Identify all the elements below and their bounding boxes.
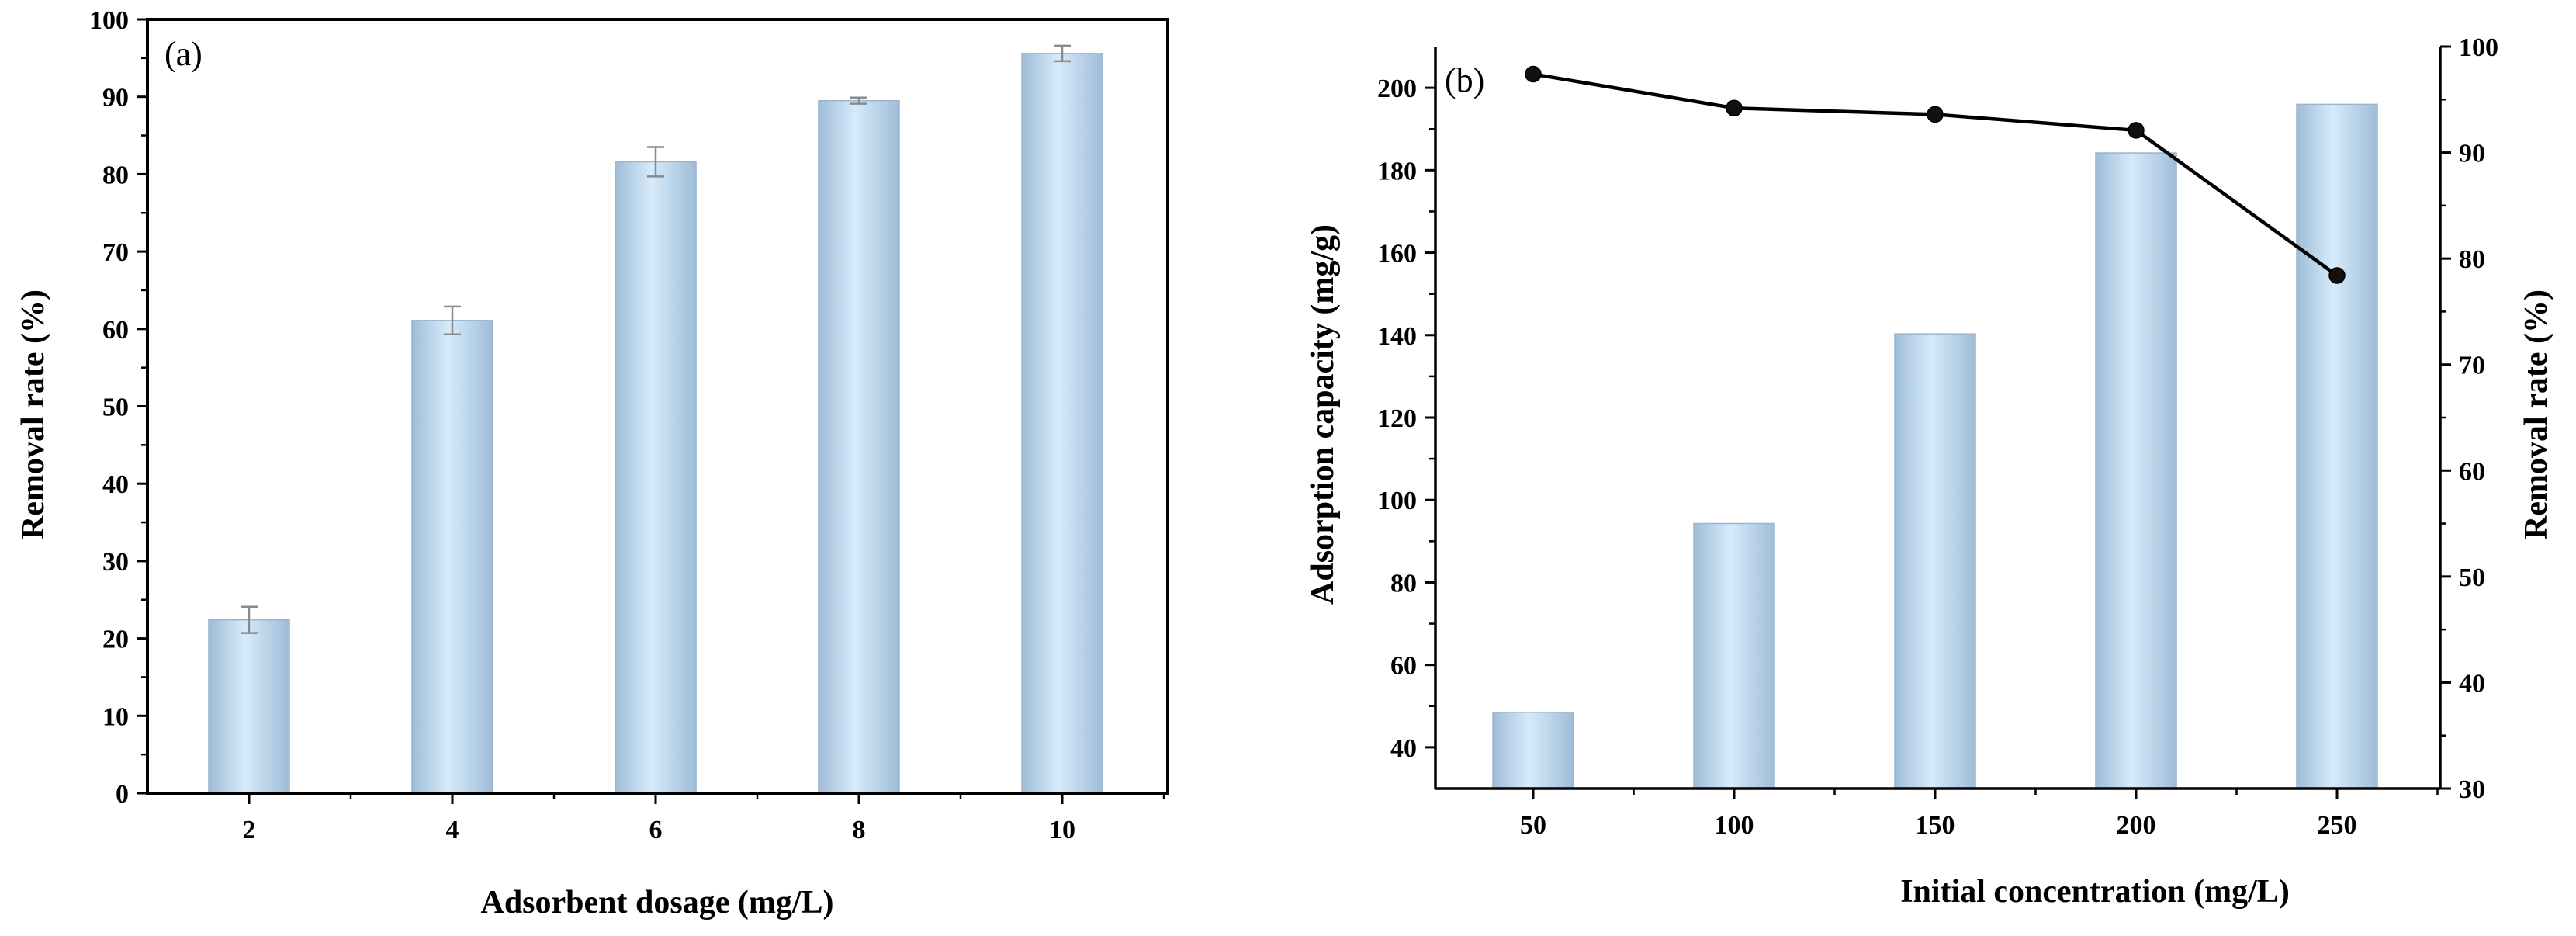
x-tick-label: 4 (446, 816, 459, 844)
panel-b-y-axis-title-right: Removal rate (%) (2519, 289, 2554, 539)
y-tick-label-left: 60 (1390, 652, 1417, 681)
y-tick-label: 70 (102, 238, 129, 267)
y-tick-label: 30 (102, 548, 129, 577)
x-tick-label: 8 (853, 816, 866, 844)
data-point-marker (1927, 106, 1944, 123)
panel-b-line-series (1525, 65, 2346, 284)
y-tick-label: 50 (102, 393, 129, 422)
y-tick-label-left: 160 (1377, 240, 1417, 269)
panel-a-error-bars (241, 44, 1071, 634)
data-point-marker (1726, 99, 1743, 116)
panel-a-label: (a) (164, 35, 203, 73)
y-tick-label: 40 (102, 470, 129, 499)
y-tick-label-left: 100 (1377, 487, 1417, 515)
y-tick-label-right: 70 (2459, 352, 2485, 380)
bar (1693, 522, 1775, 789)
y-tick-label: 100 (89, 6, 129, 35)
y-tick-label-left: 140 (1377, 322, 1417, 351)
y-tick-label: 10 (102, 702, 129, 731)
y-tick-label: 80 (102, 161, 129, 189)
x-tick-label: 100 (1715, 811, 1754, 840)
y-tick-label: 60 (102, 316, 129, 345)
y-tick-label-left: 200 (1377, 75, 1417, 103)
x-tick-label: 10 (1049, 816, 1075, 844)
y-tick-label: 20 (102, 626, 129, 654)
data-point-marker (1525, 65, 1542, 83)
bar (2296, 103, 2378, 789)
y-tick-label-left: 80 (1390, 569, 1417, 598)
y-tick-label-right: 80 (2459, 245, 2485, 274)
panel-a-y-axis-title: Removal rate (%) (16, 289, 51, 539)
panel-b-y-axis-title-left: Adsorption capacity (mg/g) (1305, 224, 1341, 605)
panel-a-x-axis-title: Adsorbent dosage (mg/L) (480, 885, 833, 920)
bar (818, 99, 900, 794)
bar (2095, 152, 2177, 789)
y-tick-label-right: 60 (2459, 457, 2485, 486)
y-tick-label-left: 120 (1377, 404, 1417, 433)
x-tick-label: 150 (1916, 811, 1955, 840)
panel-a-chart: 0 10 20 30 40 50 60 70 80 90 100 2 4 6 8 10 (a) Adsorbe… (16, 6, 1169, 920)
x-tick-label: 250 (2318, 811, 2357, 840)
bar (615, 161, 697, 794)
bar (208, 619, 290, 794)
data-point-marker (2128, 122, 2145, 139)
y-tick-label-right: 90 (2459, 140, 2485, 168)
x-tick-label: 6 (649, 816, 663, 844)
bar (411, 320, 493, 794)
removal-rate-line (1532, 72, 2339, 277)
y-tick-label-right: 40 (2459, 669, 2485, 698)
y-tick-label: 0 (116, 780, 129, 809)
y-tick-label-right: 50 (2459, 563, 2485, 592)
y-tick-label-left: 180 (1377, 157, 1417, 185)
x-tick-label: 2 (243, 816, 256, 844)
data-point-marker (2328, 267, 2346, 284)
panel-b-chart: 40 60 80 100 120 140 160 180 200 30 40 50 60 70 80 90 10… (1305, 33, 2554, 910)
y-tick-label-right: 30 (2459, 775, 2485, 804)
bar (1021, 53, 1103, 794)
y-tick-label-right: 100 (2459, 33, 2498, 62)
x-tick-label: 200 (2117, 811, 2156, 840)
y-tick-label-left: 40 (1390, 734, 1417, 763)
bar (1894, 333, 1976, 789)
panel-b-ticks: 40 60 80 100 120 140 160 180 200 30 40 50 60 70 80 90 10… (1377, 33, 2498, 840)
bar (1492, 711, 1574, 789)
panel-b-label: (b) (1445, 61, 1484, 99)
y-tick-label: 90 (102, 84, 129, 113)
panel-a-ticks: 0 10 20 30 40 50 60 70 80 90 100 2 4 6 8 10 (89, 6, 1165, 844)
panel-b-x-axis-title: Initial concentration (mg/L) (1900, 874, 2290, 910)
x-tick-label: 50 (1520, 811, 1546, 840)
